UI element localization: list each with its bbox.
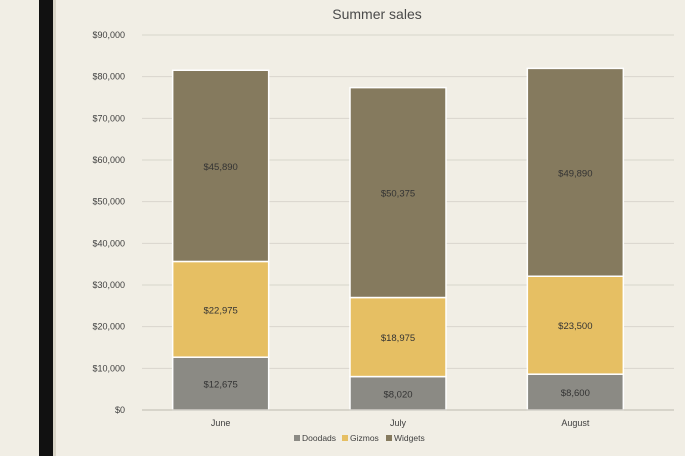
chart-title: Summer sales [332, 6, 421, 22]
data-label: $49,890 [558, 168, 592, 179]
bar-segment-doodads-june [171, 356, 270, 411]
data-labels: $12,675 $22,975 $45,890 $8,020 $18,975 $50,37… [203, 162, 592, 400]
bar-segment-doodads-august [526, 373, 625, 411]
y-tick-label: $10,000 [92, 363, 125, 373]
data-label: $12,675 [203, 380, 237, 391]
bars [171, 67, 625, 411]
bar-segment-widgets-july [349, 86, 447, 299]
y-tick-label: $50,000 [92, 197, 125, 207]
y-tick-label: $20,000 [92, 322, 125, 332]
bar-segment-widgets-june [171, 69, 270, 263]
data-label: $50,375 [381, 189, 415, 200]
bar-segment-gizmos-july [349, 296, 447, 378]
x-tick-label: June [211, 418, 231, 428]
legend-label: Gizmos [350, 433, 379, 443]
x-tick-label: August [561, 418, 590, 428]
legend-swatch-widgets [386, 435, 392, 441]
bar-segment-widgets-august [526, 67, 625, 277]
y-tick-label: $90,000 [92, 30, 125, 40]
window-border [39, 0, 53, 456]
data-label: $22,975 [203, 305, 237, 316]
y-tick-label: $0 [115, 405, 125, 415]
x-tick-label: July [390, 418, 407, 428]
data-label: $45,890 [203, 162, 237, 173]
y-tick-label: $60,000 [92, 155, 125, 165]
legend-swatch-doodads [294, 435, 300, 441]
window-border-edge [53, 0, 56, 456]
data-label: $8,600 [561, 388, 590, 399]
data-label: $8,020 [383, 389, 412, 400]
x-axis: June July August [142, 409, 674, 428]
data-label: $23,500 [558, 321, 592, 332]
y-tick-label: $30,000 [92, 280, 125, 290]
legend-label: Doodads [302, 433, 336, 443]
legend: Doodads Gizmos Widgets [294, 433, 425, 443]
y-tick-label: $80,000 [92, 72, 125, 82]
y-tick-label: $70,000 [92, 113, 125, 123]
data-label: $18,975 [381, 333, 415, 344]
bar-segment-gizmos-august [526, 275, 625, 375]
y-axis: $0 $10,000 $20,000 $30,000 $40,000 $50,000 $60… [92, 30, 125, 415]
legend-swatch-gizmos [342, 435, 348, 441]
legend-label: Widgets [394, 433, 425, 443]
y-tick-label: $40,000 [92, 238, 125, 248]
